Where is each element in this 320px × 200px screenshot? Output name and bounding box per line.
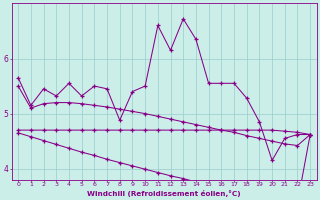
- X-axis label: Windchill (Refroidissement éolien,°C): Windchill (Refroidissement éolien,°C): [87, 190, 241, 197]
